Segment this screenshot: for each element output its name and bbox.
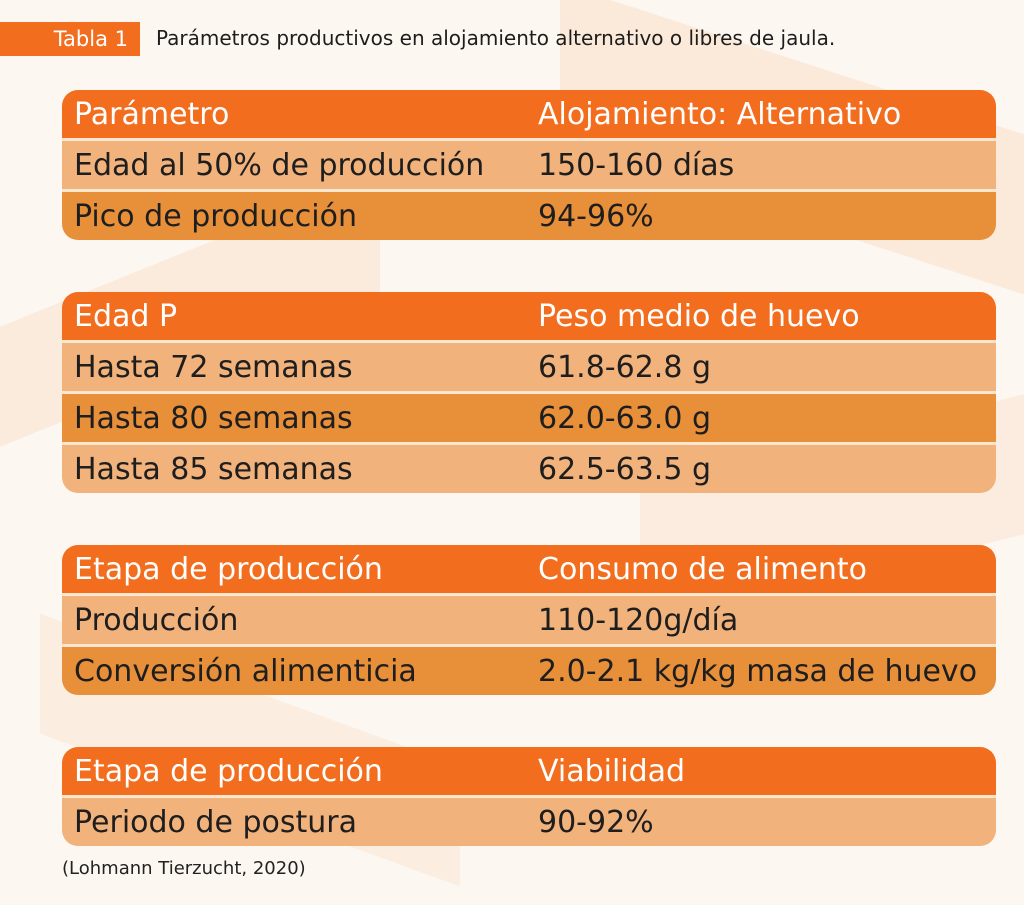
header-cell: Parámetro: [74, 96, 230, 132]
table-header-row: Edad P Peso medio de huevo: [62, 292, 996, 340]
header-cell: Peso medio de huevo: [538, 298, 860, 334]
table-viability: Etapa de producción Viabilidad Periodo d…: [62, 747, 996, 846]
row-value: 62.0-63.0 g: [538, 400, 711, 436]
table-row: Hasta 80 semanas 62.0-63.0 g: [62, 391, 996, 442]
table-row: Periodo de postura 90-92%: [62, 795, 996, 846]
header-cell: Consumo de alimento: [538, 551, 867, 587]
row-label: Hasta 80 semanas: [74, 400, 353, 436]
header-cell: Viabilidad: [538, 753, 686, 789]
header-cell: Alojamiento: Alternativo: [538, 96, 902, 132]
row-label: Conversión alimenticia: [74, 653, 417, 689]
table-row: Producción 110-120g/día: [62, 593, 996, 644]
row-label: Edad al 50% de producción: [74, 147, 485, 183]
table-egg-weight: Edad P Peso medio de huevo Hasta 72 sema…: [62, 292, 996, 493]
source-citation: (Lohmann Tierzucht, 2020): [62, 858, 306, 879]
table-production-params: Parámetro Alojamiento: Alternativo Edad …: [62, 90, 996, 240]
table-header-row: Etapa de producción Viabilidad: [62, 747, 996, 795]
table-label: Tabla 1: [0, 22, 140, 56]
table-row: Hasta 72 semanas 61.8-62.8 g: [62, 340, 996, 391]
row-value: 150-160 días: [538, 147, 735, 183]
table-caption: Parámetros productivos en alojamiento al…: [156, 26, 836, 50]
row-label: Periodo de postura: [74, 804, 357, 840]
row-label: Hasta 72 semanas: [74, 349, 353, 385]
row-value: 61.8-62.8 g: [538, 349, 711, 385]
table-row: Hasta 85 semanas 62.5-63.5 g: [62, 442, 996, 493]
header-cell: Edad P: [74, 298, 178, 334]
row-label: Hasta 85 semanas: [74, 451, 353, 487]
row-value: 94-96%: [538, 198, 654, 234]
table-row: Edad al 50% de producción 150-160 días: [62, 138, 996, 189]
table-header-row: Etapa de producción Consumo de alimento: [62, 545, 996, 593]
header-cell: Etapa de producción: [74, 551, 383, 587]
row-label: Pico de producción: [74, 198, 358, 234]
table-feed-consumption: Etapa de producción Consumo de alimento …: [62, 545, 996, 695]
row-value: 110-120g/día: [538, 602, 739, 638]
header-cell: Etapa de producción: [74, 753, 383, 789]
row-value: 62.5-63.5 g: [538, 451, 711, 487]
table-row: Pico de producción 94-96%: [62, 189, 996, 240]
row-value: 2.0-2.1 kg/kg masa de huevo: [538, 653, 978, 689]
row-value: 90-92%: [538, 804, 654, 840]
table-row: Conversión alimenticia 2.0-2.1 kg/kg mas…: [62, 644, 996, 695]
table-header-row: Parámetro Alojamiento: Alternativo: [62, 90, 996, 138]
row-label: Producción: [74, 602, 239, 638]
